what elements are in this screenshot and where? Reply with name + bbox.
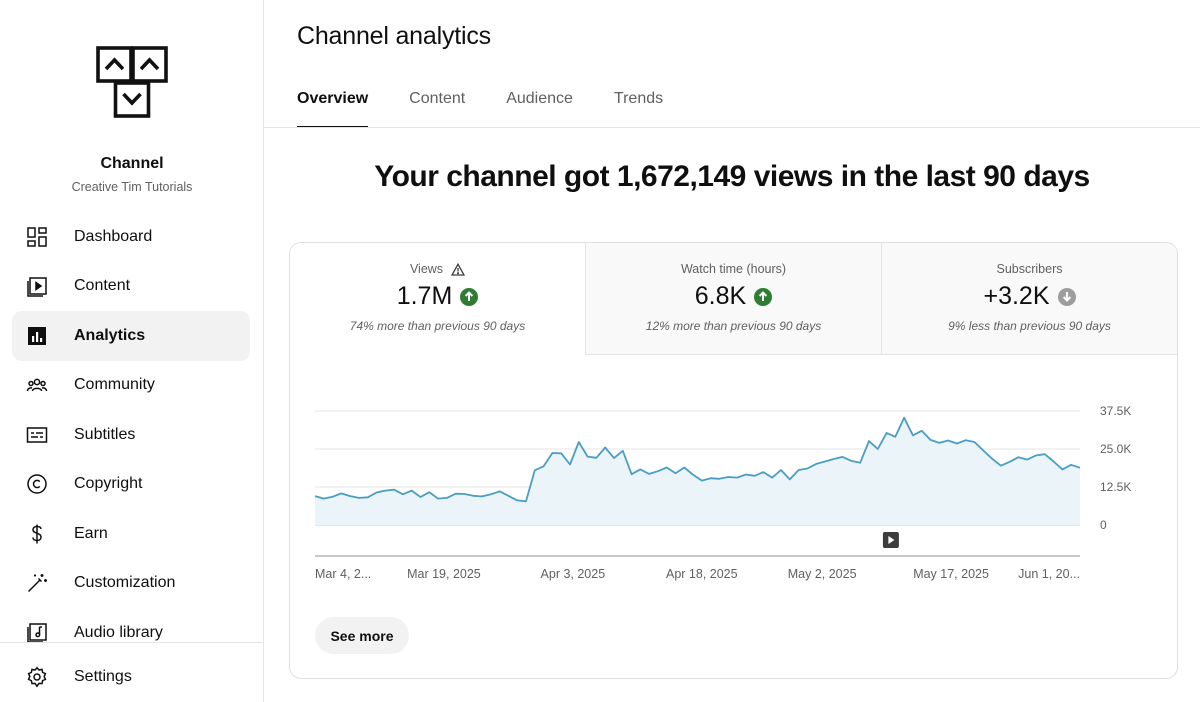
x-tick-label: Mar 19, 2025 <box>407 567 481 581</box>
subtitles-icon <box>26 424 48 446</box>
metric-note: 12% more than previous 90 days <box>645 319 822 333</box>
metric-value: 1.7M <box>396 282 453 310</box>
sidebar-item-label: Settings <box>74 667 132 685</box>
tab-overview[interactable]: Overview <box>297 90 369 128</box>
sidebar-item-earn[interactable]: Earn <box>12 509 250 559</box>
sidebar-item-customization[interactable]: Customization <box>12 559 250 609</box>
x-tick-label: Apr 3, 2025 <box>541 567 606 581</box>
sidebar-item-community[interactable]: Community <box>12 361 250 411</box>
sidebar-item-label: Earn <box>74 524 108 542</box>
views-headline: Your channel got 1,672,149 views in the … <box>374 160 1090 193</box>
metric-subscribers[interactable]: Subscribers +3.2K 9% less than previous … <box>882 243 1177 355</box>
trend-down-icon <box>1057 287 1076 306</box>
sidebar-item-analytics[interactable]: Analytics <box>12 311 250 361</box>
sidebar-item-copyright[interactable]: Copyright <box>12 460 250 510</box>
channel-title: Channel <box>100 155 164 172</box>
metric-label: Subscribers <box>996 262 1063 276</box>
metric-tabs: Views 1.7M 74% more than previous 90 day… <box>290 243 1177 355</box>
metric-value: 6.8K <box>694 282 747 310</box>
x-tick-label: May 2, 2025 <box>788 567 857 581</box>
x-tick-label: May 17, 2025 <box>913 567 989 581</box>
copyright-icon <box>26 473 48 495</box>
sidebar-item-label: Content <box>74 277 131 295</box>
header-divider <box>264 127 1200 128</box>
tab-trends[interactable]: Trends <box>613 90 664 107</box>
y-tick-label: 25.0K <box>1100 442 1131 456</box>
metric-label: Views <box>409 262 444 276</box>
metric-label: Watch time (hours) <box>680 262 787 276</box>
sidebar-item-label: Dashboard <box>74 227 153 245</box>
sidebar-item-subtitles[interactable]: Subtitles <box>12 410 250 460</box>
see-more-button[interactable]: See more <box>315 617 409 654</box>
metric-watch-time[interactable]: Watch time (hours) 6.8K 12% more than pr… <box>586 243 882 355</box>
y-tick-label: 0 <box>1100 518 1107 532</box>
sidebar-item-audio-library[interactable]: Audio library <box>12 608 250 658</box>
channel-name: Creative Tim Tutorials <box>71 180 193 194</box>
trend-up-icon <box>754 287 773 306</box>
sidebar-item-settings[interactable]: Settings <box>12 652 250 702</box>
tab-audience[interactable]: Audience <box>506 90 573 107</box>
channel-logo-icon <box>96 46 168 118</box>
metric-note: 74% more than previous 90 days <box>349 319 526 333</box>
metric-value: +3.2K <box>983 282 1050 310</box>
sidebar-divider <box>0 642 263 643</box>
trend-up-icon <box>460 287 479 306</box>
magic-wand-icon <box>26 572 48 594</box>
page-title: Channel analytics <box>297 22 491 50</box>
audio-library-icon <box>26 622 48 644</box>
metric-views[interactable]: Views 1.7M 74% more than previous 90 day… <box>290 243 586 355</box>
sidebar: Channel Creative Tim Tutorials Dashboard… <box>0 0 264 702</box>
series-area <box>315 417 1080 525</box>
analytics-card: Views 1.7M 74% more than previous 90 day… <box>289 242 1178 679</box>
sidebar-item-label: Customization <box>74 574 176 592</box>
metric-note: 9% less than previous 90 days <box>948 319 1111 333</box>
analytics-icon <box>26 325 48 347</box>
x-tick-label: Apr 18, 2025 <box>666 567 738 581</box>
sidebar-item-label: Community <box>74 376 155 394</box>
sidebar-item-label: Copyright <box>74 475 143 493</box>
gear-icon <box>26 666 48 688</box>
x-tick-label: Jun 1, 20... <box>1018 567 1080 581</box>
sidebar-item-label: Analytics <box>74 326 146 344</box>
tab-content[interactable]: Content <box>409 90 466 107</box>
community-icon <box>26 374 48 396</box>
video-marker-play-icon <box>888 536 895 544</box>
dollar-icon <box>26 523 48 545</box>
content-icon <box>26 275 48 297</box>
sidebar-nav: Dashboard Content Analytics Community Su… <box>12 212 250 658</box>
sidebar-item-label: Audio library <box>74 623 163 641</box>
sidebar-item-content[interactable]: Content <box>12 262 250 312</box>
y-tick-label: 37.5K <box>1100 404 1131 418</box>
tab-bar: Overview Content Audience Trends <box>297 90 704 128</box>
sidebar-item-label: Subtitles <box>74 425 136 443</box>
series-line <box>314 416 1081 503</box>
warning-icon[interactable] <box>451 262 466 276</box>
sidebar-item-dashboard[interactable]: Dashboard <box>12 212 250 262</box>
dashboard-icon <box>26 226 48 248</box>
views-chart: 0 12.5K 25.0K 37.5K Mar 4, 2... Mar 19, 2025 A… <box>314 404 1131 581</box>
x-tick-label: Mar 4, 2... <box>315 567 371 581</box>
y-tick-label: 12.5K <box>1100 480 1131 494</box>
